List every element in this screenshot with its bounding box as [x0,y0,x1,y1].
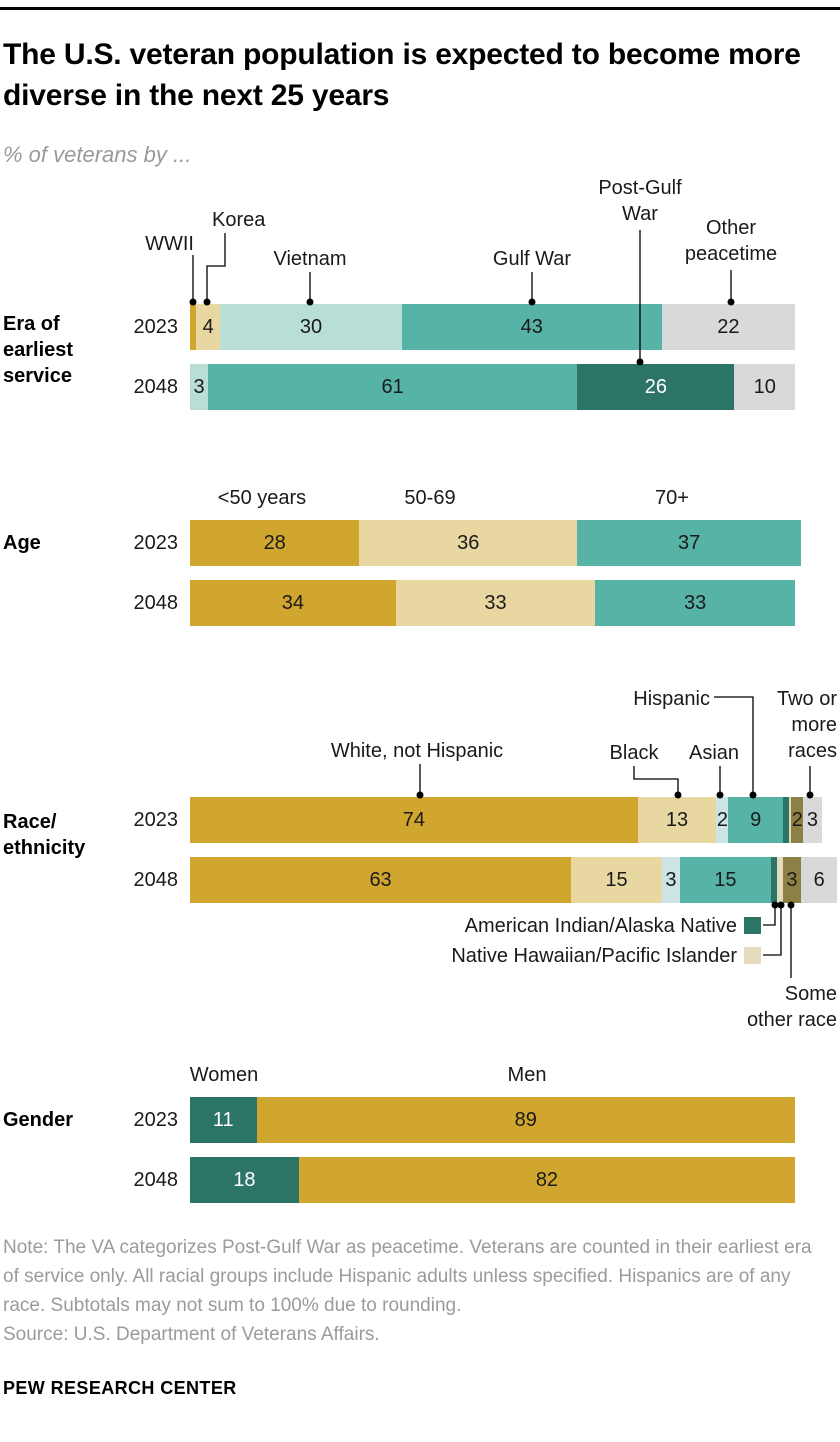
footer: Note: The VA categorizes Post-Gulf War a… [3,1233,815,1349]
race-bars: 2023 74 13 2 9 2 3 2048 63 15 3 15 3 6 [0,797,838,917]
legend-label-american-indian-alaska-native: American Indian/Alaska Native [464,915,737,937]
segment-black: 15 [571,857,662,903]
segment-american-indian-alaska-native [782,797,789,843]
nhpi-swatch [744,947,761,964]
stacked-bar: 63 15 3 15 3 6 [190,857,838,903]
race-label-hispanic: Hispanic [633,688,710,710]
top-border-rule [0,7,840,10]
segment-70: 37 [577,520,802,566]
segment-50-years: 34 [190,580,396,626]
segment-white-not-hispanic: 74 [190,797,638,843]
year-label: 2023 [133,1109,179,1131]
stacked-bar: 4 30 43 22 [190,304,795,350]
segment-men: 82 [298,1157,795,1203]
stacked-bar: 3 61 26 10 [190,364,795,410]
segment-hispanic: 15 [680,857,771,903]
segment-two-or-more-races: 6 [801,857,838,903]
year-label: 2048 [133,376,179,398]
race-label-two-or-more-races: Two or more races [776,688,837,762]
segment-asian: 3 [661,857,681,903]
era-bars: 2023 4 30 43 22 2048 3 61 26 10 [0,304,795,424]
section-label-age: Age [3,532,41,554]
segment-american-indian-alaska-native [770,857,777,903]
gender-label-women: Women [189,1064,259,1086]
section-label-gender: Gender [3,1109,74,1131]
segment-wwii [190,304,197,350]
segment-women: 18 [190,1157,299,1203]
segment-some-other-race: 3 [782,857,802,903]
bar-row-2048: 2048 3 61 26 10 [0,364,795,410]
page-title: The U.S. veteran population is expected … [3,38,801,112]
age-bars: 2023 28 36 37 2048 34 33 33 [0,520,802,640]
stacked-bar: 11 89 [190,1097,795,1143]
era-label-other-peacetime: Other peacetime [684,217,778,265]
segment-vietnam: 3 [190,364,209,410]
stacked-bar: 34 33 33 [190,580,795,626]
segment-50-69: 33 [395,580,596,626]
bar-row-2023: 2023 28 36 37 [0,520,802,566]
age-label-70-plus: 70+ [655,487,689,509]
stacked-bar: 28 36 37 [190,520,802,566]
race-label-asian: Asian [688,742,740,764]
bar-row-2048: 2048 63 15 3 15 3 6 [0,857,838,903]
segment-post-gulf-war: 26 [577,364,735,410]
segment-gulf-war: 43 [401,304,662,350]
segment-black: 13 [637,797,717,843]
note-text: Note: The VA categorizes Post-Gulf War a… [3,1237,812,1316]
segment-women: 11 [190,1097,257,1143]
year-label: 2023 [133,532,179,554]
segment-white-not-hispanic: 63 [190,857,572,903]
segment-native-hawaiian-pacific-islander [788,797,792,843]
segment-korea: 4 [196,304,221,350]
era-label-korea: Korea [212,209,266,231]
era-label-vietnam: Vietnam [273,248,347,270]
aian-swatch [744,917,761,934]
segment-gulf-war: 61 [208,364,578,410]
gender-label-men: Men [507,1064,547,1086]
segment-50-years: 28 [190,520,360,566]
stacked-bar: 74 13 2 9 2 3 [190,797,822,843]
race-label-some-other-race: Some other race [746,983,837,1031]
bar-row-2048: 2048 34 33 33 [0,580,801,626]
gender-bars: 2023 11 89 2048 18 82 [0,1097,795,1217]
year-label: 2023 [133,316,179,338]
era-label-gulf-war: Gulf War [492,248,572,270]
bar-row-2023: 2023 11 89 [0,1097,795,1143]
segment-asian: 2 [716,797,729,843]
segment-70: 33 [595,580,795,626]
segment-two-or-more-races: 3 [803,797,822,843]
bar-row-2048: 2048 18 82 [0,1157,795,1203]
segment-hispanic: 9 [728,797,783,843]
year-label: 2023 [133,809,179,831]
brand-pew-research-center: PEW RESEARCH CENTER [3,1378,237,1398]
segment-other-peacetime: 10 [734,364,795,410]
line-black [633,766,679,792]
stacked-bar: 18 82 [190,1157,795,1203]
page-subtitle: % of veterans by ... [3,142,192,167]
segment-50-69: 36 [359,520,578,566]
era-label-post-gulf-war: Post-Gulf War [598,177,682,225]
segment-some-other-race: 2 [791,797,804,843]
race-label-black: Black [609,742,659,764]
segment-other-peacetime: 22 [661,304,795,350]
segment-men: 89 [256,1097,795,1143]
race-label-white-not-hispanic: White, not Hispanic [330,740,504,762]
bar-row-2023: 2023 4 30 43 22 [0,304,795,350]
section-label-era: Era of earliest service [3,313,74,387]
segment-native-hawaiian-pacific-islander [776,857,783,903]
section-label-race: Race/ ethnicity [3,811,86,859]
age-label-under-50: <50 years [217,487,307,509]
year-label: 2048 [133,869,179,891]
line-korea [206,233,226,299]
bar-row-2023: 2023 74 13 2 9 2 3 [0,797,837,843]
year-label: 2048 [133,1169,179,1191]
source-text: Source: U.S. Department of Veterans Affa… [3,1324,380,1345]
legend-label-native-hawaiian-pacific-islander: Native Hawaiian/Pacific Islander [451,945,737,967]
year-label: 2048 [133,592,179,614]
era-label-wwii: WWII [145,233,194,255]
segment-vietnam: 30 [220,304,402,350]
age-label-50-69: 50-69 [404,487,456,509]
